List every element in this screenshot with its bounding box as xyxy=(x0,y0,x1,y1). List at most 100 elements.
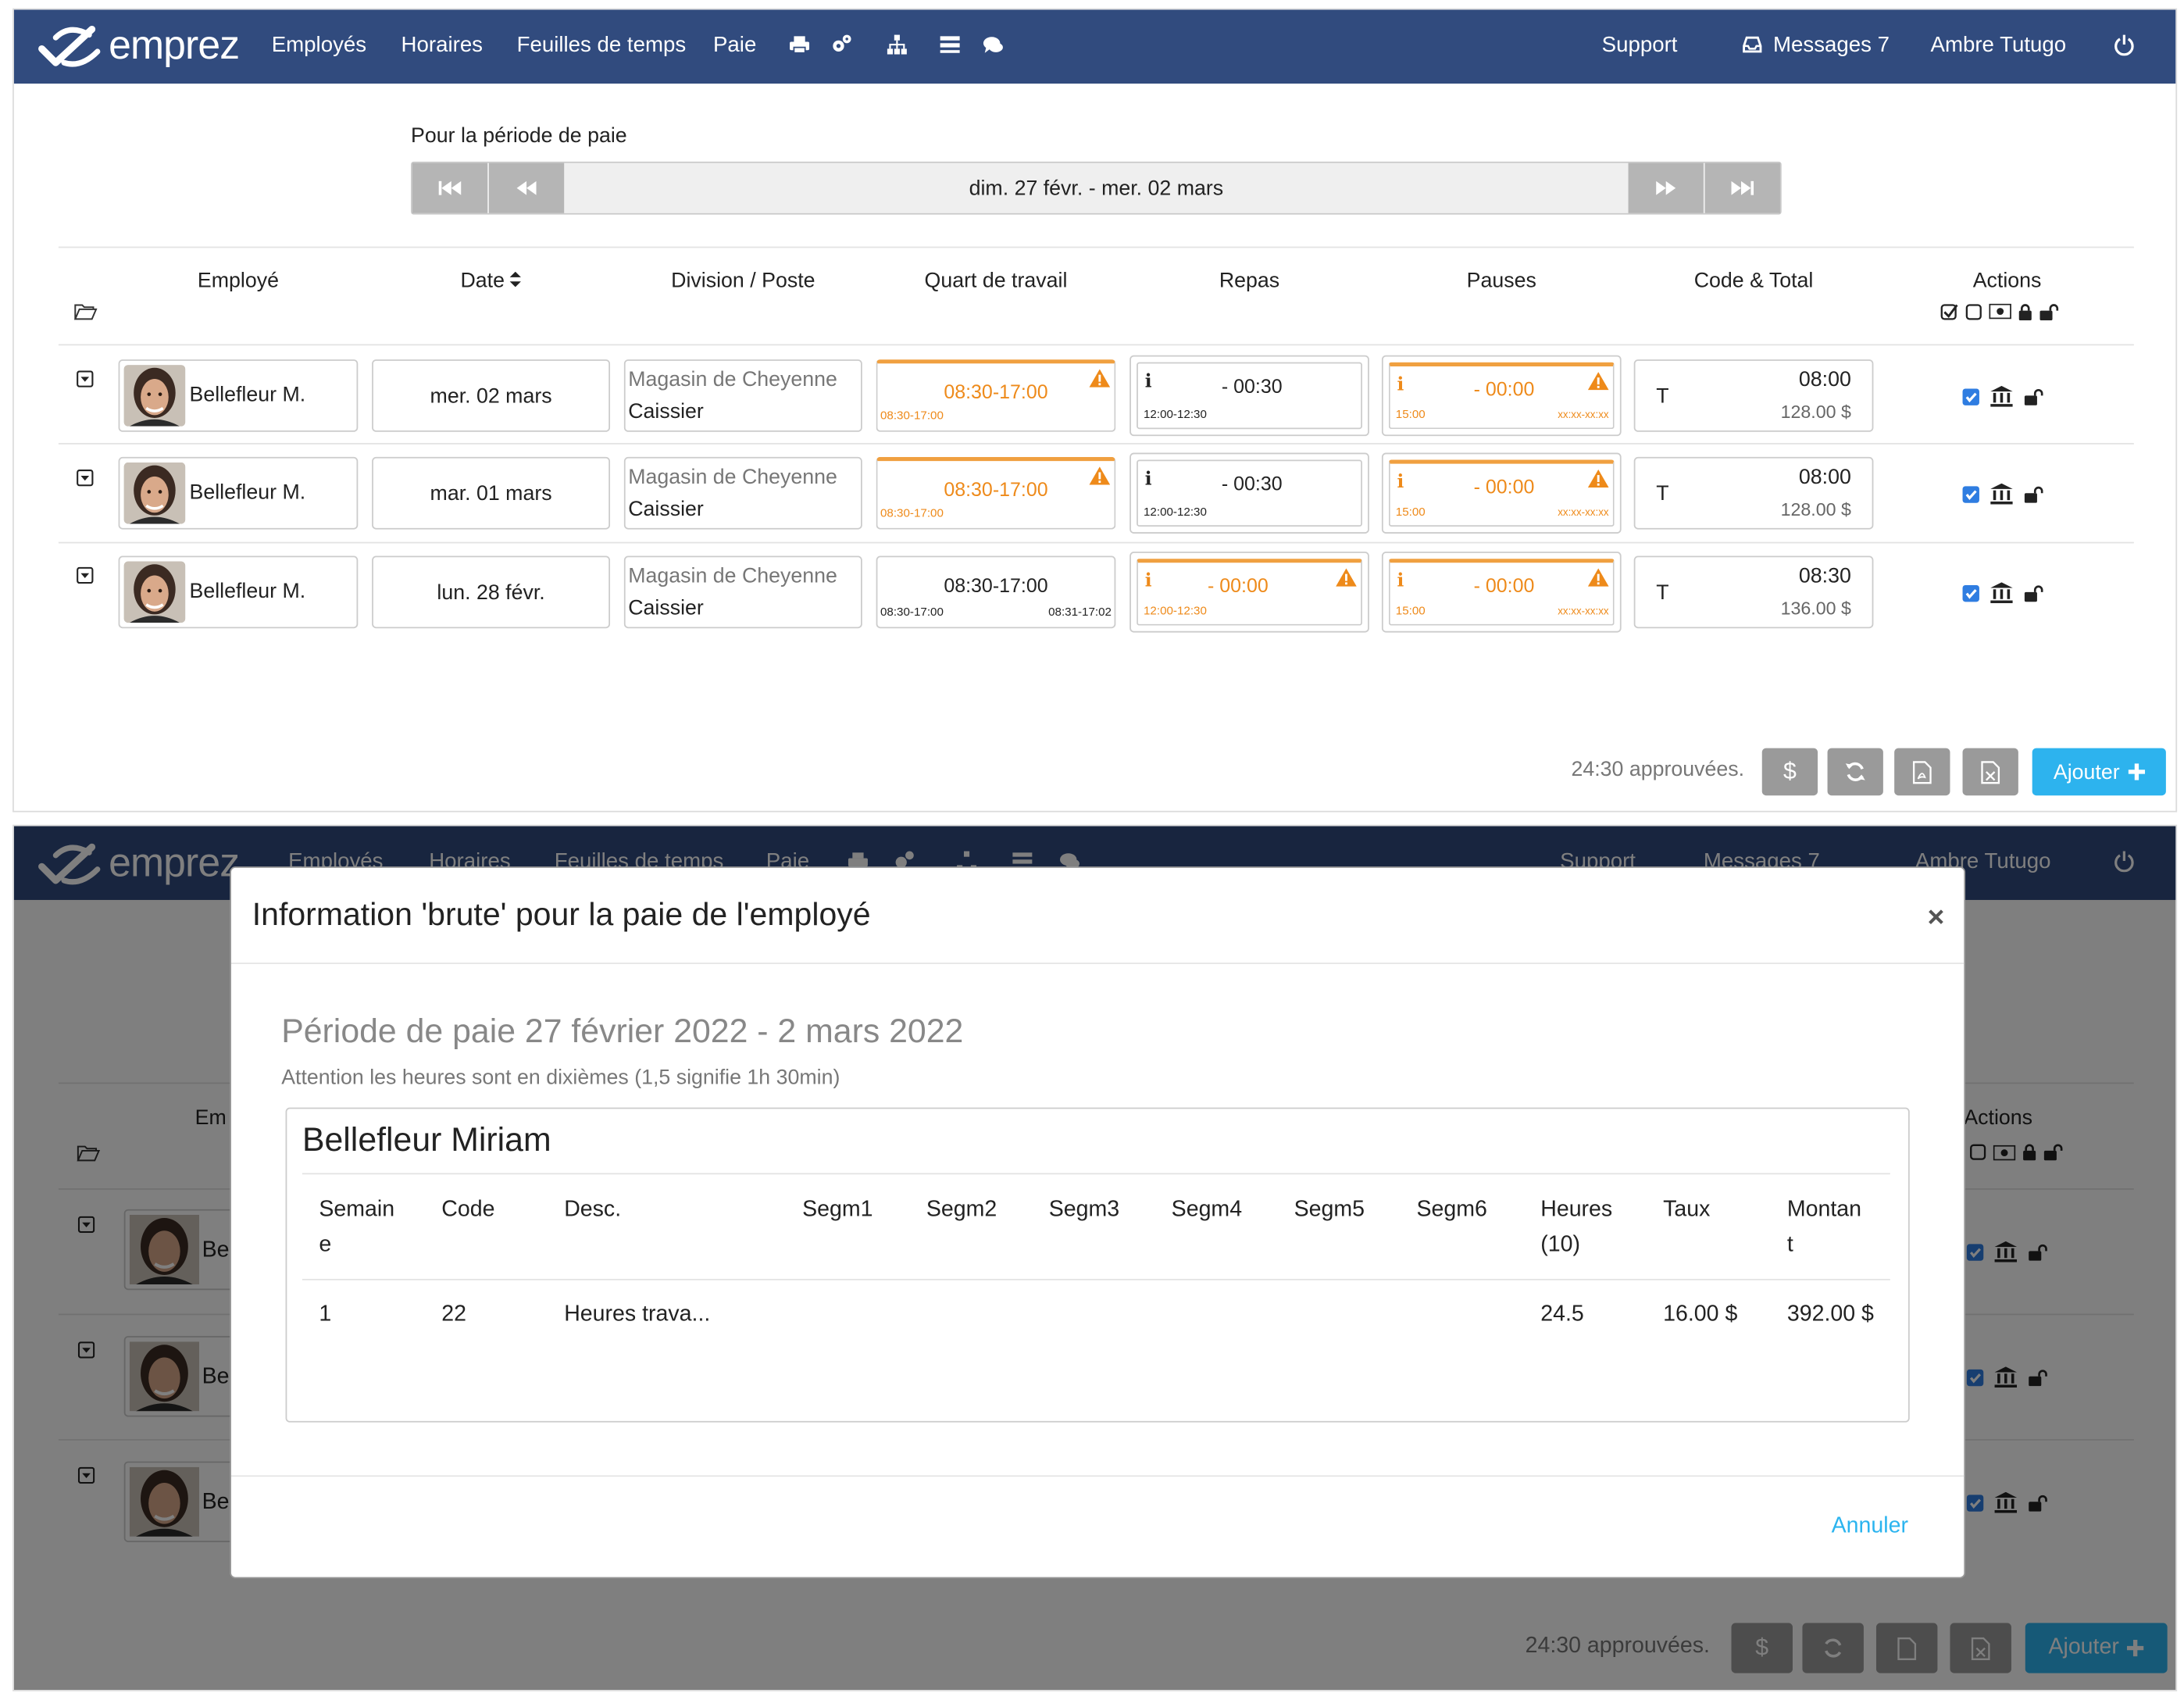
bank-icon[interactable] xyxy=(1990,483,2013,505)
pay-button[interactable]: $ xyxy=(1761,748,1818,796)
pay-code: T xyxy=(1656,481,1669,506)
export-excel-button[interactable] xyxy=(1962,748,2018,796)
expand-row-icon[interactable] xyxy=(77,469,94,487)
break-inner: i - 00:00 15:00 xx:xx-xx:xx xyxy=(1388,559,1615,626)
next-period-button[interactable] xyxy=(1628,162,1704,213)
refresh-button[interactable] xyxy=(1827,748,1883,796)
warning-icon xyxy=(1089,466,1111,485)
previous-period-button[interactable] xyxy=(488,162,565,213)
approve-checkbox[interactable] xyxy=(1962,485,1979,502)
nav-pay[interactable]: Paie xyxy=(712,33,757,58)
dollar-icon: $ xyxy=(1783,758,1797,784)
warning-icon xyxy=(1089,369,1111,388)
col-meals: Repas xyxy=(1219,269,1280,293)
bank-icon[interactable] xyxy=(1990,582,2013,604)
divider xyxy=(231,1475,1965,1477)
check-all-icon[interactable] xyxy=(1940,302,1958,320)
employee-pay-card: Bellefleur Miriam Semain e Code Desc. Se… xyxy=(285,1107,1910,1423)
division-cell[interactable]: Magasin de Cheyenne Caissier xyxy=(623,359,862,432)
break-cell[interactable]: i - 00:00 15:00 xx:xx-xx:xx xyxy=(1381,355,1622,437)
last-period-button[interactable] xyxy=(1704,162,1780,213)
money-icon[interactable] xyxy=(1989,303,2011,320)
unlock-icon[interactable] xyxy=(2039,303,2059,320)
nav-messages[interactable]: Messages 7 xyxy=(1773,33,1890,58)
division-cell[interactable]: Magasin de Cheyenne Caissier xyxy=(623,456,862,530)
employee-name: Bellefleur M. xyxy=(189,480,306,505)
meal-cell[interactable]: i - 00:30 12:00-12:30 xyxy=(1129,452,1369,534)
uncheck-all-icon[interactable] xyxy=(1965,303,1982,320)
nav-employees[interactable]: Employés xyxy=(271,33,367,58)
nav-timesheets[interactable]: Feuilles de temps xyxy=(516,33,687,58)
shift-actual: 08:31-17:02 xyxy=(1048,604,1112,619)
approve-checkbox[interactable] xyxy=(1962,584,1979,602)
pdf-icon xyxy=(1912,760,1932,784)
col-segm4: Segm4 xyxy=(1171,1198,1243,1222)
sitemap-icon[interactable] xyxy=(886,34,908,56)
code-total-cell[interactable]: T 08:30 136.00 $ xyxy=(1633,555,1874,629)
break-cell[interactable]: i - 00:00 15:00 xx:xx-xx:xx xyxy=(1381,452,1622,534)
shift-time: 08:30-17:00 xyxy=(944,380,1048,403)
approve-checkbox[interactable] xyxy=(1962,388,1979,405)
col-segm2: Segm2 xyxy=(926,1198,997,1222)
total-amount: 128.00 $ xyxy=(1780,498,1851,520)
division-cell[interactable]: Magasin de Cheyenne Caissier xyxy=(623,555,862,629)
divider xyxy=(302,1173,1890,1175)
date-cell[interactable]: lun. 28 févr. xyxy=(372,555,611,629)
forward-icon xyxy=(1656,180,1676,195)
date-cell[interactable]: mar. 01 mars xyxy=(372,456,611,530)
add-button[interactable]: Ajouter xyxy=(2032,748,2166,796)
unlock-icon[interactable] xyxy=(2024,485,2043,502)
lock-icon[interactable] xyxy=(2018,303,2032,320)
total-amount: 128.00 $ xyxy=(1780,401,1851,423)
cancel-button[interactable]: Annuler xyxy=(1831,1514,1908,1538)
total-hours: 08:30 xyxy=(1798,564,1851,588)
info-icon: i xyxy=(1397,571,1404,592)
employee-name: Bellefleur M. xyxy=(189,579,306,604)
employee-cell[interactable]: Bellefleur M. xyxy=(118,456,359,530)
shift-cell[interactable]: 08:30-17:00 08:30-17:00 xyxy=(876,456,1116,530)
unlock-icon[interactable] xyxy=(2024,584,2043,602)
break-actual: xx:xx-xx:xx xyxy=(1558,408,1609,421)
break-duration: - 00:00 xyxy=(1473,475,1535,498)
col-amount: Montan t xyxy=(1786,1198,1862,1257)
shift-cell[interactable]: 08:30-17:00 08:30-17:00 xyxy=(876,359,1116,432)
unlock-icon[interactable] xyxy=(2024,388,2043,405)
nav-support[interactable]: Support xyxy=(1601,33,1678,58)
shift-cell[interactable]: 08:30-17:00 08:30-17:00 08:31-17:02 xyxy=(876,555,1116,629)
meal-cell[interactable]: i - 00:30 12:00-12:30 xyxy=(1129,355,1369,437)
expand-row-icon[interactable] xyxy=(77,370,94,388)
meal-scheduled: 12:00-12:30 xyxy=(1144,406,1207,421)
close-button[interactable]: × xyxy=(1927,901,1945,934)
raw-pay-info-modal: Information 'brute' pour la paie de l'em… xyxy=(230,866,1966,1579)
break-inner: i - 00:00 15:00 xx:xx-xx:xx xyxy=(1388,362,1615,430)
first-period-button[interactable] xyxy=(412,162,488,213)
folder-open-icon[interactable] xyxy=(73,302,98,320)
comments-icon[interactable] xyxy=(982,34,1005,56)
divider xyxy=(58,443,2134,445)
bank-icon[interactable] xyxy=(1990,385,2013,407)
print-icon[interactable] xyxy=(788,34,811,56)
employee-cell[interactable]: Bellefleur M. xyxy=(118,555,359,629)
break-cell[interactable]: i - 00:00 15:00 xx:xx-xx:xx xyxy=(1381,552,1622,633)
meal-cell[interactable]: i - 00:00 12:00-12:30 xyxy=(1129,552,1369,633)
pay-period-title: Période de paie 27 février 2022 - 2 mars… xyxy=(281,1012,964,1051)
col-date[interactable]: Date xyxy=(372,269,610,292)
nav-schedules[interactable]: Horaires xyxy=(401,33,484,58)
timesheet-screen-with-modal: emprez Employés Horaires Feuilles de tem… xyxy=(12,824,2178,1691)
nav-user-menu[interactable]: Ambre Tutugo xyxy=(1930,33,2067,58)
warning-icon xyxy=(1587,568,1609,587)
expand-row-icon[interactable] xyxy=(77,566,94,584)
division-name: Magasin de Cheyenne xyxy=(628,367,837,392)
list-icon[interactable] xyxy=(939,34,962,56)
break-scheduled: 15:00 xyxy=(1395,504,1426,519)
code-total-cell[interactable]: T 08:00 128.00 $ xyxy=(1633,456,1874,530)
pay-code: T xyxy=(1656,384,1669,409)
date-cell[interactable]: mer. 02 mars xyxy=(372,359,611,432)
employee-cell[interactable]: Bellefleur M. xyxy=(118,359,359,432)
export-pdf-button[interactable] xyxy=(1894,748,1950,796)
col-code-total: Code & Total xyxy=(1693,269,1814,293)
col-segm6: Segm6 xyxy=(1416,1198,1487,1222)
power-icon[interactable] xyxy=(2113,34,2136,56)
cogs-icon[interactable] xyxy=(830,34,853,56)
code-total-cell[interactable]: T 08:00 128.00 $ xyxy=(1633,359,1874,432)
